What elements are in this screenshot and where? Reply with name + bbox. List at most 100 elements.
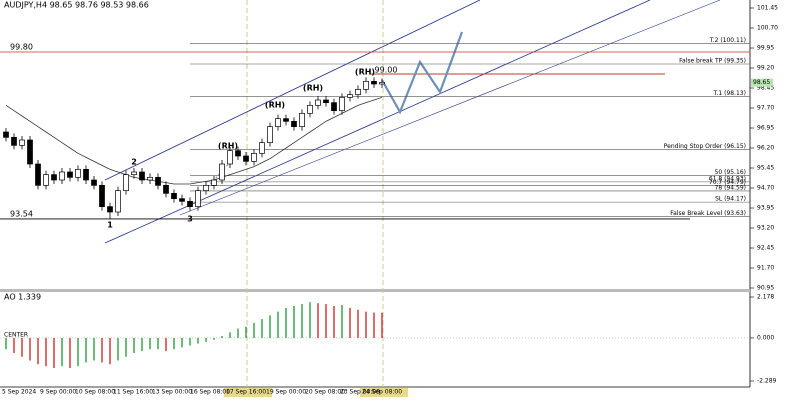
candle-body bbox=[243, 155, 249, 162]
time-highlight bbox=[360, 388, 408, 397]
candle-body bbox=[75, 168, 81, 178]
candle-body bbox=[179, 198, 185, 202]
horizontal-line-label: 99.80 bbox=[10, 43, 33, 52]
candle-body bbox=[91, 179, 97, 186]
last-price-tag bbox=[751, 78, 773, 87]
candle-body bbox=[11, 136, 17, 146]
y-tick-label: 98.45 bbox=[757, 85, 774, 92]
candle-body bbox=[195, 190, 201, 208]
y-tick-label: 93.20 bbox=[757, 225, 774, 232]
projection-zigzag bbox=[381, 31, 464, 115]
candle-body bbox=[67, 171, 73, 178]
candle-body bbox=[163, 184, 169, 194]
x-tick-label: 10 Sep 08:00 bbox=[75, 389, 115, 396]
candle-body bbox=[43, 174, 49, 186]
candle-body bbox=[155, 176, 161, 186]
y-tick-label: 100.70 bbox=[757, 25, 778, 32]
candle-body bbox=[139, 171, 145, 181]
candle-body bbox=[323, 99, 329, 104]
x-tick-label: 5 Sep 2024 bbox=[2, 389, 36, 396]
candle-body bbox=[267, 126, 273, 144]
time-highlight bbox=[224, 388, 272, 397]
level-label: False Break Level (93.63) bbox=[670, 210, 746, 217]
y-tick-label: 95.45 bbox=[757, 165, 774, 172]
candle-body bbox=[107, 206, 113, 213]
candle-body bbox=[83, 168, 89, 181]
level-label: T.2 (100.11) bbox=[709, 37, 746, 44]
y-tick-label: 101.45 bbox=[757, 5, 778, 12]
x-tick-label: 19 Sep 00:00 bbox=[266, 389, 306, 396]
candle-body bbox=[203, 184, 209, 192]
level-label: T.1 (98.13) bbox=[713, 90, 746, 97]
level-label: 70.7 (94.79) bbox=[709, 179, 746, 186]
chart-title: AUDJPY,H4 98.65 98.76 98.53 98.66 bbox=[4, 1, 149, 10]
y-tick-label: 97.70 bbox=[757, 105, 774, 112]
level-label: Pending Stop Order (96.15) bbox=[664, 143, 746, 150]
candle-body bbox=[219, 163, 225, 181]
candle-body bbox=[35, 163, 41, 186]
x-tick-label: 24 Sep 08:00 bbox=[362, 389, 402, 396]
annotation: 99.00 bbox=[375, 66, 398, 75]
candle-body bbox=[123, 174, 129, 192]
candle-body bbox=[275, 118, 281, 128]
last-price-label: 98.65 bbox=[753, 79, 770, 86]
y-tick-label: 94.70 bbox=[757, 185, 774, 192]
candle-body bbox=[363, 80, 369, 90]
level-label: 61.8 (94.93) bbox=[709, 175, 746, 182]
y-tick-label: 96.95 bbox=[757, 125, 774, 132]
candle-body bbox=[59, 171, 65, 181]
candle-body bbox=[99, 184, 105, 208]
osc-tick-label: 2.178 bbox=[757, 294, 774, 301]
annotation: (RH) bbox=[303, 84, 323, 93]
level-label: 78 (94.59) bbox=[715, 184, 746, 191]
candle-body bbox=[227, 150, 233, 165]
candle-body bbox=[171, 192, 177, 200]
annotation: 1 bbox=[107, 221, 113, 230]
channel-line bbox=[104, 0, 481, 181]
y-tick-label: 92.45 bbox=[757, 245, 774, 252]
candle-body bbox=[51, 174, 57, 181]
osc-tick-label: 0.000 bbox=[757, 334, 774, 341]
candle-body bbox=[19, 139, 25, 146]
level-label: 50 (95.16) bbox=[715, 169, 746, 176]
horizontal-line-label: 93.54 bbox=[10, 209, 33, 218]
candle-body bbox=[235, 150, 241, 157]
x-tick-label: 20 Sep 08:00 bbox=[305, 389, 345, 396]
x-tick-label: 13 Sep 00:00 bbox=[152, 389, 192, 396]
candle-body bbox=[115, 190, 121, 213]
candle-body bbox=[339, 96, 345, 112]
oscillator-title: AO 1.339 bbox=[4, 293, 41, 302]
oscillator-center-label: CENTER bbox=[4, 332, 28, 339]
candle-body bbox=[379, 82, 385, 85]
y-tick-label: 93.95 bbox=[757, 205, 774, 212]
y-tick-label: 99.20 bbox=[757, 65, 774, 72]
candle-body bbox=[291, 120, 297, 128]
annotation: (RH) bbox=[265, 101, 285, 110]
y-tick-label: 99.95 bbox=[757, 45, 774, 52]
y-tick-label: 91.70 bbox=[757, 265, 774, 272]
candle-body bbox=[3, 131, 9, 138]
candle-body bbox=[131, 171, 137, 176]
swing-line bbox=[204, 159, 233, 191]
candle-body bbox=[371, 80, 377, 85]
candle-body bbox=[315, 99, 321, 106]
annotation: 3 bbox=[187, 215, 193, 224]
candle-body bbox=[259, 142, 265, 154]
candle-body bbox=[331, 102, 337, 112]
x-tick-label: 23 Sep 00:00 bbox=[340, 389, 380, 396]
moving-average bbox=[5, 96, 383, 185]
x-tick-label: 16 Sep 08:00 bbox=[190, 389, 230, 396]
x-tick-label: 11 Sep 16:00 bbox=[113, 389, 153, 396]
candle-body bbox=[347, 94, 353, 98]
candle-body bbox=[187, 200, 193, 208]
candle-body bbox=[307, 104, 313, 114]
annotation: (RH) bbox=[355, 68, 375, 77]
candle-body bbox=[211, 179, 217, 186]
y-tick-label: 96.20 bbox=[757, 145, 774, 152]
candle-body bbox=[299, 112, 305, 128]
x-tick-label: 17 Sep 16:00 bbox=[226, 389, 266, 396]
annotation: (RH) bbox=[218, 142, 238, 151]
y-tick-label: 90.95 bbox=[757, 285, 774, 292]
